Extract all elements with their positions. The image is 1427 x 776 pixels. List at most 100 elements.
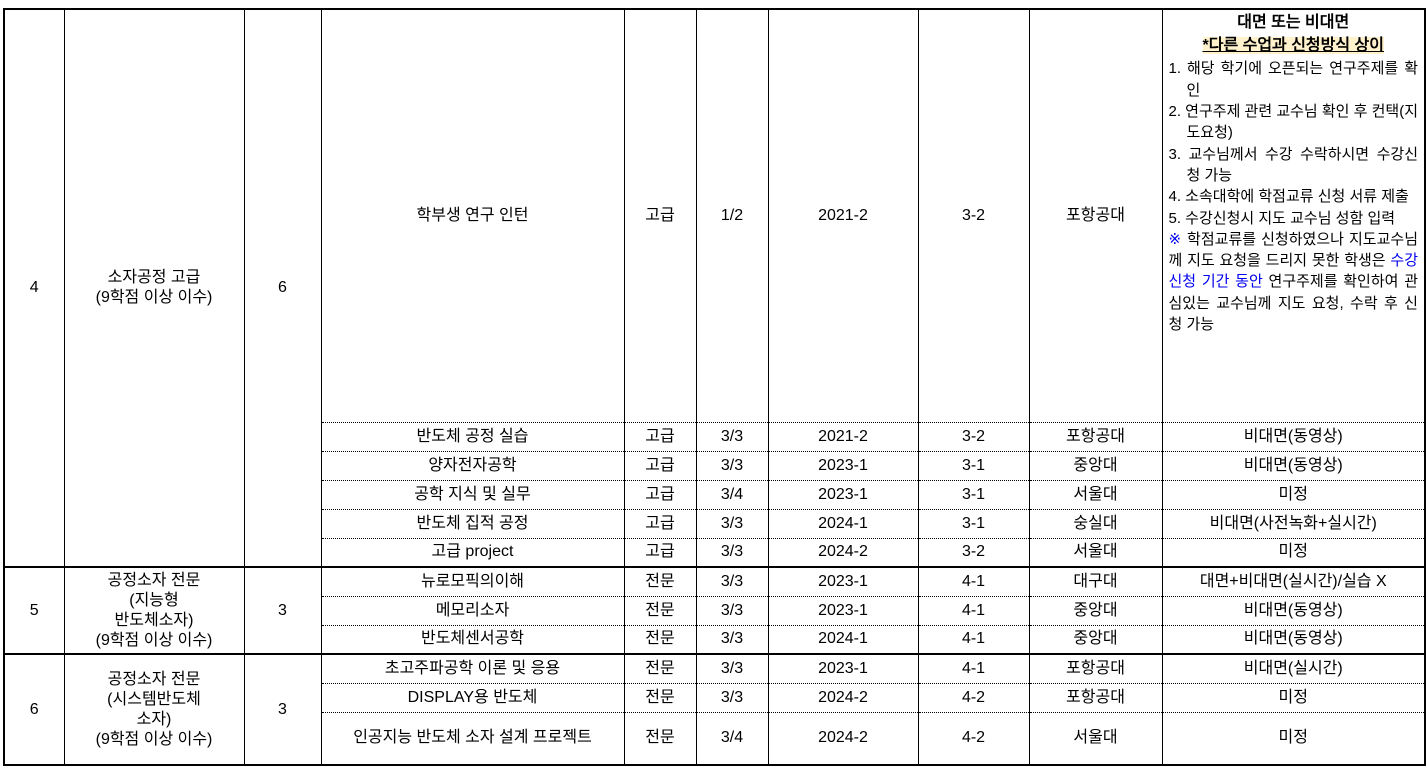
course-row: 반도체센서공학 전문 3/3 2024-1 4-1 중앙대 비대면(동영상) [4,624,1426,654]
cell-mode: 비대면(동영상) [1161,595,1426,625]
course-row: 6 공정소자 전문 (시스템반도체 소자) (9학점 이상 이수) 3 초고주파… [3,653,1426,765]
cell-grade-semester: 4-1 [917,624,1030,654]
category-line: (9학점 이상 이수) [95,730,213,748]
cell-course-name: 반도체센서공학 [320,624,625,654]
cell-course-name: 인공지능 반도체 소자 설계 프로젝트 [320,711,625,765]
cell-ratio: 3/4 [695,479,769,509]
course-row: 인공지능 반도체 소자 설계 프로젝트 전문 3/4 2024-2 4-2 서울… [4,711,1426,765]
cell-course-name: 메모리소자 [320,595,625,625]
cell-level: 고급 [623,537,697,567]
cell-mode-instructions: 대면 또는 비대면 *다른 수업과 신청방식 상이 1. 해당 학기에 오픈되는… [1161,9,1426,422]
course-row: DISPLAY용 반도체 전문 3/3 2024-2 4-2 포항공대 미정 [4,682,1426,712]
cell-grade-semester: 3-1 [917,508,1030,538]
cell-grade-semester: 4-2 [917,711,1030,765]
cell-course-name: 초고주파공학 이론 및 응용 [320,653,625,683]
mode-subtitle: *다른 수업과 신청방식 상이 [1169,35,1419,58]
cell-level: 전문 [623,624,697,654]
application-step: 2. 연구주제 관련 교수님 확인 후 컨택(지도요청) [1168,103,1419,142]
cell-course-name: 공학 지식 및 실무 [320,479,625,509]
cell-university: 서울대 [1028,537,1163,567]
cell-ratio: 1/2 [695,9,769,422]
cell-grade-semester: 4-1 [917,566,1030,596]
cell-mode: 미정 [1161,479,1426,509]
course-row: 메모리소자 전문 3/3 2023-1 4-1 중앙대 비대면(동영상) [4,595,1426,625]
cell-mode: 비대면(동영상) [1161,421,1426,451]
course-row: 반도체 공정 실습 고급 3/3 2021-2 3-2 포항공대 비대면(동영상… [4,421,1426,451]
cell-university: 중앙대 [1028,450,1163,480]
application-step: 3. 교수님께서 수강 수락하시면 수강신청 가능 [1168,145,1419,184]
cell-grade-semester: 3-2 [917,421,1030,451]
cell-ratio: 3/3 [695,682,769,712]
cell-grade-semester: 3-2 [917,537,1030,567]
cell-university: 중앙대 [1028,624,1163,654]
cell-ratio: 3/3 [695,450,769,480]
course-row: 고급 project 고급 3/3 2024-2 3-2 서울대 미정 [4,537,1426,567]
cell-ratio: 3/3 [695,566,769,596]
cell-level: 전문 [623,682,697,712]
group-number: 6 [3,653,65,765]
extra-note-text: 연구주제를 확인하여 관심있는 교수님께 지도 요청, 수락 후 신청 가능 [1168,273,1419,333]
cell-level: 고급 [623,479,697,509]
group-credits: 3 [243,653,322,765]
category-line: (시스템반도체 [107,690,201,708]
cell-mode: 비대면(실시간) [1161,653,1426,683]
group-category: 소자공정 고급 (9학점 이상 이수) [63,9,245,567]
category-line: 소자공정 고급 [107,269,201,286]
cell-ratio: 3/3 [695,653,769,683]
cell-mode: 비대면(동영상) [1161,450,1426,480]
cell-university: 중앙대 [1028,595,1163,625]
cell-ratio: 3/3 [695,537,769,567]
course-credit-exchange-table: 4 소자공정 고급 (9학점 이상 이수) 6 학부생 연구 인턴 고급 1/2… [3,8,1426,766]
cell-mode: 비대면(사전녹화+실시간) [1161,508,1426,538]
cell-level: 고급 [623,9,697,422]
mode-title: 대면 또는 비대면 [1237,14,1350,31]
cell-term: 2021-2 [767,421,919,451]
category-line: (지능형 [129,591,179,609]
group-category: 공정소자 전문 (지능형 반도체소자) (9학점 이상 이수) [63,566,245,654]
application-step: 4. 소속대학에 학점교류 신청 서류 제출 [1168,188,1409,206]
cell-mode: 미정 [1161,537,1426,567]
cell-term: 2024-1 [767,508,919,538]
cell-level: 전문 [623,595,697,625]
category-line: 공정소자 전문 [107,670,201,688]
course-row: 5 공정소자 전문 (지능형 반도체소자) (9학점 이상 이수) 3 뉴로모픽… [3,566,1426,654]
group-number: 5 [3,566,65,654]
course-row: 반도체 집적 공정 고급 3/3 2024-1 3-1 숭실대 비대면(사전녹화… [4,508,1426,538]
cell-term: 2023-1 [767,653,919,683]
cell-level: 고급 [623,450,697,480]
cell-grade-semester: 4-2 [917,682,1030,712]
cell-university: 포항공대 [1028,9,1163,422]
cell-term: 2023-1 [767,450,919,480]
cell-level: 고급 [623,508,697,538]
cell-mode: 미정 [1161,711,1426,765]
cell-term: 2024-2 [767,711,919,765]
cell-term: 2021-2 [767,9,919,422]
cell-level: 전문 [623,566,697,596]
cell-term: 2023-1 [767,479,919,509]
category-line: 공정소자 전문 [107,571,201,589]
extra-note: ※ 학점교류를 신청하였으나 지도교수님께 지도 요청을 드리지 못한 학생은 … [1169,229,1419,335]
cell-course-name: 반도체 공정 실습 [320,421,625,451]
highlighted-subtitle: *다른 수업과 신청방식 상이 [1202,36,1384,54]
cell-university: 대구대 [1028,566,1163,596]
extra-note-blue-text: 수강신청 기간 동안 [1168,252,1419,291]
cell-term: 2024-1 [767,624,919,654]
cell-university: 포항공대 [1028,653,1163,683]
cell-course-name: 반도체 집적 공정 [320,508,625,538]
cell-term: 2024-2 [767,537,919,567]
cell-university: 서울대 [1028,479,1163,509]
cell-mode: 비대면(동영상) [1161,624,1426,654]
cell-ratio: 3/3 [695,421,769,451]
reference-mark: ※ [1168,230,1182,248]
application-step: 1. 해당 학기에 오픈되는 연구주제를 확인 [1168,60,1419,99]
cell-ratio: 3/3 [695,508,769,538]
cell-grade-semester: 3-2 [917,9,1030,422]
extra-note-text: 학점교류를 신청하였으나 지도교수님께 지도 요청을 드리지 못한 학생은 [1168,230,1419,270]
category-line: (9학점 이상 이수) [95,631,213,649]
group-credits: 6 [243,9,322,567]
cell-course-name: DISPLAY용 반도체 [320,682,625,712]
group-number: 4 [3,9,65,567]
category-line: 반도체소자) [114,611,194,629]
cell-grade-semester: 4-1 [917,653,1030,683]
application-step: 5. 수강신청시 지도 교수님 성함 입력 [1168,209,1396,227]
